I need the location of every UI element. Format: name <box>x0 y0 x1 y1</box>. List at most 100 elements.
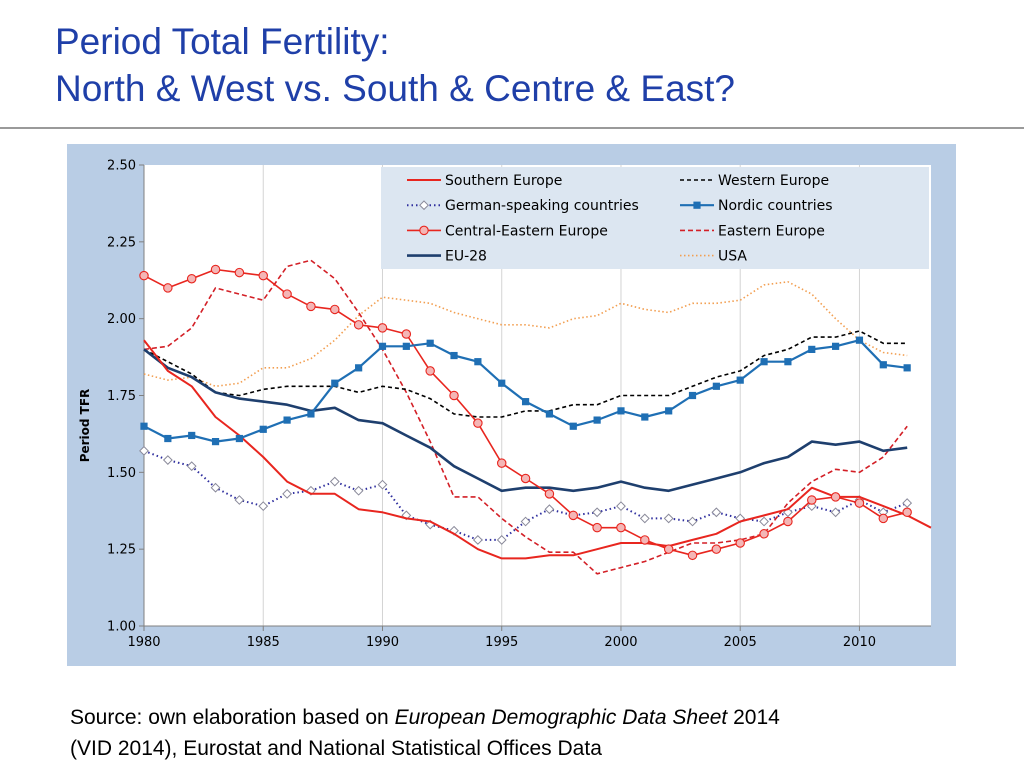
legend-label-usa: USA <box>718 249 747 265</box>
point-central-eastern-europe-2008 <box>807 495 817 505</box>
series-central-eastern-europe <box>139 264 912 561</box>
legend-label-nordic-countries: Nordic countries <box>718 198 833 214</box>
point-nordic-countries-2006 <box>760 358 768 366</box>
point-nordic-countries-1998 <box>569 422 577 430</box>
title-line-1: Period Total Fertility: <box>55 21 390 62</box>
y-tick-label-2.50: 2.50 <box>107 159 136 174</box>
legend-box <box>381 167 929 269</box>
point-german-speaking-countries-1983 <box>210 482 221 493</box>
legend-label-eastern-europe: Eastern Europe <box>718 223 825 239</box>
point-central-eastern-europe-2010 <box>854 498 865 508</box>
point-german-speaking-countries-1981 <box>162 455 173 465</box>
point-nordic-countries-1987 <box>307 410 315 418</box>
series-german-speaking-countries <box>139 445 913 545</box>
point-central-eastern-europe-1994 <box>473 418 483 428</box>
x-tick-label-2005: 2005 <box>724 635 757 650</box>
point-german-speaking-countries-2009 <box>830 507 841 518</box>
point-nordic-countries-2008 <box>808 345 816 353</box>
point-german-speaking-countries-2000 <box>616 501 626 512</box>
series-eu-28 <box>143 348 908 493</box>
y-tick-label-2.00: 2.00 <box>107 312 136 327</box>
point-central-eastern-europe-1998 <box>568 510 579 521</box>
point-nordic-countries-1996 <box>521 398 530 406</box>
legend-entry-eastern-europe: Eastern Europe <box>680 223 825 239</box>
axis-layer: 1.00 1.25 1.50 1.75 2.00 2.25 2.50 1980 1985 1990… <box>107 159 931 650</box>
point-german-speaking-countries-2003 <box>687 516 698 527</box>
point-german-speaking-countries-1988 <box>329 476 340 487</box>
series-eastern-europe <box>143 259 908 575</box>
point-central-eastern-europe-1996 <box>520 473 531 484</box>
point-german-speaking-countries-1991 <box>401 510 412 521</box>
legend-entry-nordic-countries: Nordic countries <box>680 198 833 214</box>
point-german-speaking-countries-1986 <box>282 488 292 499</box>
point-central-eastern-europe-1986 <box>282 289 292 299</box>
point-central-eastern-europe-2005 <box>735 538 745 548</box>
source-line-1: Source: own elaboration based on Europea… <box>70 702 970 733</box>
source-suffix: 2014 <box>727 706 780 729</box>
point-german-speaking-countries-1994 <box>472 535 483 545</box>
legend-label-german-speaking-countries: German-speaking countries <box>445 198 639 214</box>
legend-entry-eu-28: EU-28 <box>407 249 487 265</box>
point-german-speaking-countries-2002 <box>663 513 674 524</box>
legend-label-eu-28: EU-28 <box>445 249 487 265</box>
title-line-2: North & West vs. South & Centre & East? <box>55 68 736 109</box>
y-tick-label-2.25: 2.25 <box>107 235 136 250</box>
series-line-southern-europe <box>143 339 932 560</box>
point-nordic-countries-1980 <box>140 422 148 430</box>
point-nordic-countries-1993 <box>450 351 458 360</box>
series-usa <box>143 281 908 388</box>
point-german-speaking-countries-1980 <box>139 445 149 456</box>
x-tick-label-2000: 2000 <box>604 635 637 650</box>
point-nordic-countries-2012 <box>903 364 911 372</box>
source-title: European Demographic Data Sheet <box>394 706 728 729</box>
legend-label-southern-europe: Southern Europe <box>445 173 562 189</box>
point-nordic-countries-2003 <box>688 391 697 400</box>
point-german-speaking-countries-2006 <box>759 516 769 527</box>
point-central-eastern-europe-1997 <box>544 489 555 499</box>
point-central-eastern-europe-1988 <box>330 304 340 315</box>
series-line-eu-28 <box>143 348 908 493</box>
point-central-eastern-europe-1984 <box>234 267 245 278</box>
point-central-eastern-europe-2012 <box>902 507 912 518</box>
point-central-eastern-europe-1992 <box>425 366 435 376</box>
legend-entry-central-eastern-europe: Central-Eastern Europe <box>407 223 608 239</box>
point-german-speaking-countries-1985 <box>258 501 269 512</box>
point-central-eastern-europe-2011 <box>878 513 889 524</box>
x-tick-label-1995: 1995 <box>485 635 518 650</box>
point-nordic-countries-1994 <box>474 358 482 366</box>
y-tick-label-1.75: 1.75 <box>107 389 136 404</box>
point-german-speaking-countries-2004 <box>711 507 722 518</box>
point-nordic-countries-1982 <box>188 431 196 440</box>
series-line-western-europe <box>143 330 908 418</box>
point-central-eastern-europe-2007 <box>783 516 793 527</box>
point-german-speaking-countries-1990 <box>377 479 388 490</box>
point-central-eastern-europe-1995 <box>496 458 507 468</box>
slide-title: Period Total Fertility: North & West vs.… <box>55 18 735 112</box>
point-nordic-countries-1983 <box>211 438 220 446</box>
point-nordic-countries-2001 <box>641 413 649 421</box>
point-central-eastern-europe-1982 <box>186 273 197 284</box>
point-central-eastern-europe-1999 <box>592 522 602 533</box>
source-line-2: (VID 2014), Eurostat and National Statis… <box>70 737 602 760</box>
point-central-eastern-europe-2002 <box>663 544 674 554</box>
series-southern-europe <box>143 339 932 560</box>
legend: Southern Europe Western Europe German-spea… <box>381 167 929 269</box>
point-german-speaking-countries-1984 <box>234 495 245 505</box>
series-line-usa <box>143 281 908 388</box>
point-nordic-countries-1997 <box>545 410 554 418</box>
point-german-speaking-countries-2001 <box>639 513 650 524</box>
point-german-speaking-countries-1995 <box>496 535 507 545</box>
point-nordic-countries-1992 <box>426 339 434 347</box>
point-central-eastern-europe-1985 <box>258 270 268 281</box>
point-german-speaking-countries-1997 <box>544 504 555 515</box>
point-nordic-countries-2009 <box>832 342 840 350</box>
point-nordic-countries-1984 <box>235 434 243 443</box>
title-divider <box>0 127 1024 129</box>
y-tick-label-1.25: 1.25 <box>107 543 136 558</box>
point-central-eastern-europe-1990 <box>377 323 388 333</box>
point-german-speaking-countries-1982 <box>186 461 197 472</box>
series-layer <box>139 259 932 575</box>
point-central-eastern-europe-1981 <box>163 283 173 293</box>
point-nordic-countries-1995 <box>498 379 506 387</box>
point-nordic-countries-2000 <box>617 407 625 415</box>
